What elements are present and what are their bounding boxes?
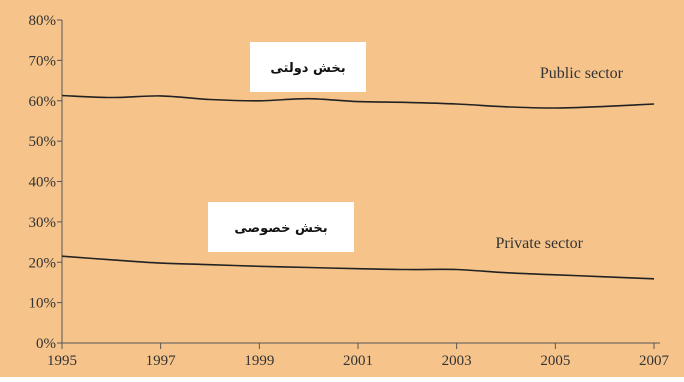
y-tick-label: 10% [29, 296, 57, 312]
x-tick-label: 2003 [442, 353, 472, 369]
x-tick-label: 1999 [244, 353, 274, 369]
y-tick-label: 70% [29, 53, 57, 69]
series-label-en: Private sector [495, 235, 583, 252]
x-tick-label: 1997 [146, 353, 177, 369]
y-tick-label: 60% [29, 94, 57, 110]
series-group [61, 94, 655, 280]
y-tick-label: 40% [29, 175, 57, 191]
series-line-private [61, 255, 655, 280]
y-tick-label: 0% [36, 336, 56, 352]
x-tick-label: 2005 [540, 353, 570, 369]
x-tick-label: 2007 [639, 353, 670, 369]
y-tick-label: 80% [29, 13, 57, 29]
x-tick-label: 2001 [343, 353, 373, 369]
axes: 0% 10% 20% 30% 40% 50% 60% 70% 80% 1995 1997 1999 20… [29, 13, 670, 369]
y-tick-label: 20% [29, 255, 57, 271]
series-label-fa: بخش خصوصی [234, 221, 327, 236]
y-tick-label: 50% [29, 134, 57, 150]
series-label-fa: بخش دولتی [270, 61, 345, 76]
series-line-public [61, 94, 655, 109]
series-label-fa-box [250, 42, 366, 92]
series-label-en: Public sector [540, 65, 624, 82]
y-tick-label: 30% [29, 215, 57, 231]
x-tick-label: 1995 [47, 353, 77, 369]
series-label-fa-box [208, 202, 354, 252]
series-labels: Public sector بخش دولتی Private sector بخش … [208, 42, 624, 252]
